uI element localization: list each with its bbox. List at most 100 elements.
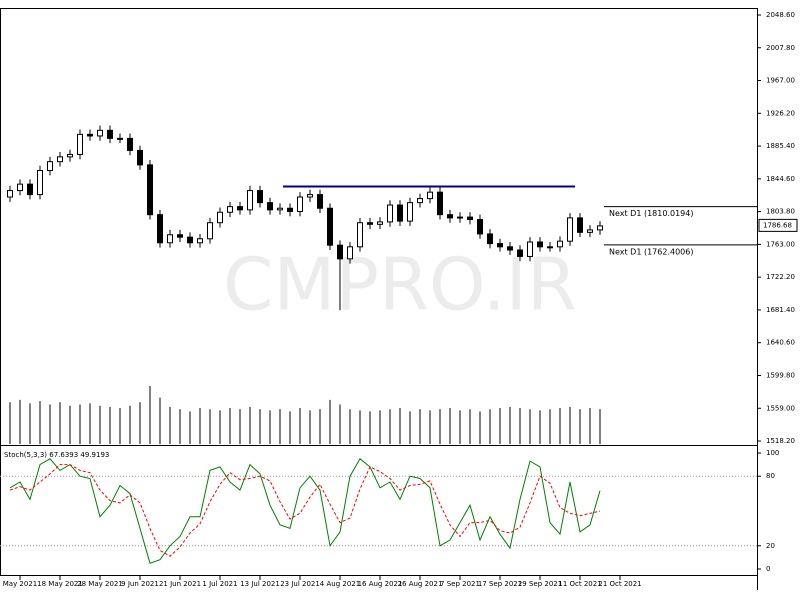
candle-body xyxy=(27,183,33,196)
candle-body xyxy=(237,206,243,211)
y-tick-label: 1518.20 xyxy=(766,437,795,445)
candle-body xyxy=(437,191,443,216)
candle-body xyxy=(157,214,163,244)
candle-body xyxy=(457,216,463,219)
candle-body xyxy=(417,198,423,204)
x-tick-label: 26 Aug 2021 xyxy=(398,580,443,588)
candle-body xyxy=(467,216,473,220)
candle-body xyxy=(77,133,83,155)
level-label: Next D1 (1810.0194) xyxy=(609,209,693,218)
y-tick-label: 100 xyxy=(766,449,779,457)
watermark: CMPRO.IR xyxy=(223,243,577,327)
candle-body xyxy=(187,236,193,244)
x-tick-label: 28 May 2021 xyxy=(77,580,123,588)
candle-body xyxy=(107,129,113,139)
candle-body xyxy=(37,169,43,196)
candle-body xyxy=(67,153,73,158)
candle-body xyxy=(7,190,13,198)
candle-body xyxy=(207,222,213,240)
y-tick-label: 1967.00 xyxy=(766,77,795,85)
candle-body xyxy=(197,238,203,244)
stoch-line xyxy=(9,464,601,557)
candle-body xyxy=(597,225,603,231)
candle-body xyxy=(497,243,503,248)
y-tick-label: 1559.00 xyxy=(766,404,795,412)
candle-body xyxy=(317,194,323,209)
y-tick-label: 0 xyxy=(766,565,770,573)
x-tick-label: 16 Aug 2021 xyxy=(358,580,403,588)
candle-body xyxy=(537,241,543,248)
candle-body xyxy=(97,129,103,137)
y-tick-label: 1844.60 xyxy=(766,175,795,183)
x-tick-label: 18 May 2021 xyxy=(37,580,83,588)
level-label: Next D1 (1762.4006) xyxy=(609,247,693,256)
y-tick-label: 20 xyxy=(766,542,775,550)
y-tick-label: 1763.00 xyxy=(766,240,795,248)
candle-body xyxy=(577,217,583,233)
candle-body xyxy=(377,221,383,225)
x-tick-label: 29 Sep 2021 xyxy=(518,580,562,588)
x-tick-label: 4 Aug 2021 xyxy=(320,580,360,588)
candle-body xyxy=(257,190,263,204)
x-tick-label: 23 Jul 2021 xyxy=(280,580,320,588)
y-tick-label: 2048.60 xyxy=(766,11,795,19)
candle-body xyxy=(177,234,183,238)
candle-body xyxy=(387,204,393,223)
candle-body xyxy=(47,161,53,171)
candle-body xyxy=(147,164,153,216)
candle-body xyxy=(227,206,233,213)
y-tick-label: 1681.40 xyxy=(766,306,795,314)
candle-body xyxy=(587,229,593,233)
candle-body xyxy=(397,204,403,222)
x-tick-label: 17 Sep 2021 xyxy=(478,580,522,588)
candle-body xyxy=(277,207,283,211)
candle-body xyxy=(547,246,553,249)
y-tick-label: 1803.80 xyxy=(766,208,795,216)
candle-body xyxy=(57,156,63,163)
candle-body xyxy=(527,241,533,257)
candle-body xyxy=(477,218,483,235)
stoch-line xyxy=(9,458,601,564)
candle-body xyxy=(287,207,293,212)
y-tick-label: 1722.20 xyxy=(766,273,795,281)
candle-body xyxy=(297,196,303,212)
y-tick-label: 2007.80 xyxy=(766,44,795,52)
y-tick-label: 1599.80 xyxy=(766,371,795,379)
candle-body xyxy=(137,149,143,166)
candle-body xyxy=(427,191,433,200)
candle-body xyxy=(127,137,133,151)
x-tick-label: 21 Jun 2021 xyxy=(159,580,201,588)
price-label: 1786.68 xyxy=(763,221,792,229)
candle-body xyxy=(327,207,333,246)
x-tick-label: 21 Oct 2021 xyxy=(598,580,641,588)
candle-body xyxy=(267,202,273,211)
candle-body xyxy=(367,222,373,225)
candle-body xyxy=(307,194,313,198)
x-tick-label: 9 Jun 2021 xyxy=(121,580,159,588)
y-tick-label: 1885.40 xyxy=(766,142,795,150)
candle-body xyxy=(247,190,253,211)
candle-body xyxy=(447,214,453,219)
candle-body xyxy=(557,240,563,248)
y-tick-label: 1640.60 xyxy=(766,339,795,347)
x-tick-label: 1 Jul 2021 xyxy=(202,580,237,588)
x-tick-label: 11 Oct 2021 xyxy=(558,580,601,588)
indicator-title: Stoch(5,3,3) 67.6393 49.9193 xyxy=(4,451,109,459)
candle-body xyxy=(87,133,93,137)
price-box xyxy=(758,218,798,232)
candle-body xyxy=(487,233,493,245)
candle-body xyxy=(117,137,123,140)
candle-body xyxy=(507,246,513,251)
candle-body xyxy=(517,249,523,257)
candle-body xyxy=(567,217,573,242)
y-tick-label: 80 xyxy=(766,472,775,480)
x-tick-label: 13 Jul 2021 xyxy=(240,580,280,588)
y-tick-label: 1926.20 xyxy=(766,109,795,117)
x-tick-label: May 2021 xyxy=(3,580,38,588)
candle-body xyxy=(167,234,173,244)
candle-body xyxy=(347,246,353,260)
candle-body xyxy=(217,211,223,224)
candle-body xyxy=(17,183,23,192)
candle-body xyxy=(407,202,413,222)
